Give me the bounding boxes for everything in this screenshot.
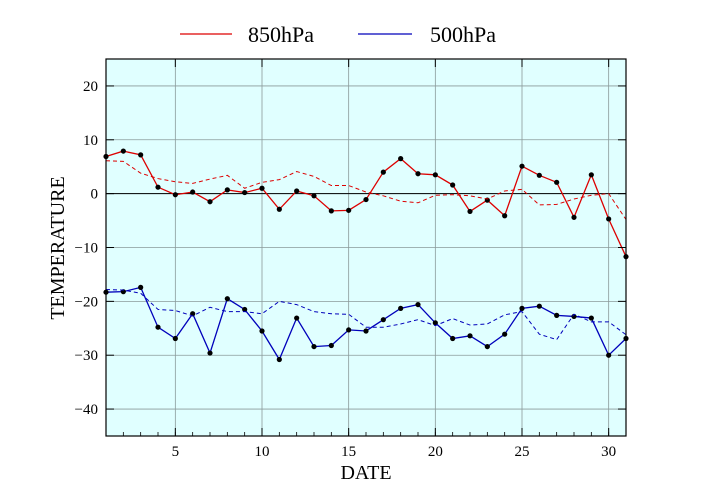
data-point bbox=[432, 320, 438, 326]
data-point bbox=[571, 313, 577, 320]
series-line-1 bbox=[105, 160, 627, 220]
tick-labels: −40 −30 −20 −10 0 10 20 5 10 15 20 25 30 bbox=[75, 79, 617, 460]
data-point bbox=[571, 214, 577, 220]
x-tick-label: 5 bbox=[172, 444, 180, 460]
data-point bbox=[363, 196, 369, 203]
data-point bbox=[536, 172, 542, 178]
data-point bbox=[606, 216, 612, 222]
series-layer bbox=[103, 148, 629, 363]
data-point bbox=[346, 327, 352, 333]
data-point bbox=[502, 213, 508, 219]
data-point bbox=[588, 172, 594, 178]
data-point bbox=[380, 317, 386, 323]
data-point bbox=[328, 208, 334, 214]
data-point bbox=[138, 284, 144, 290]
data-point bbox=[138, 152, 144, 158]
data-point bbox=[294, 315, 300, 321]
data-point bbox=[242, 306, 248, 313]
data-point bbox=[450, 335, 456, 342]
x-axis-title: DATE bbox=[340, 462, 391, 484]
data-point bbox=[415, 301, 421, 308]
y-tick-label: 0 bbox=[91, 187, 99, 203]
data-point bbox=[519, 163, 525, 169]
data-point bbox=[328, 342, 334, 349]
data-point bbox=[554, 179, 560, 185]
data-point bbox=[606, 352, 612, 358]
data-point bbox=[484, 343, 490, 350]
x-tick-label: 15 bbox=[341, 444, 356, 460]
legend-label-500hpa: 500hPa bbox=[430, 22, 496, 47]
data-point bbox=[259, 328, 265, 334]
data-point bbox=[207, 350, 213, 356]
data-point bbox=[120, 148, 126, 154]
data-point bbox=[276, 356, 282, 363]
data-point bbox=[536, 303, 542, 309]
data-point bbox=[242, 189, 248, 196]
data-point bbox=[346, 207, 352, 213]
data-point bbox=[259, 185, 265, 191]
data-point bbox=[224, 187, 230, 193]
data-point bbox=[155, 324, 161, 330]
data-point bbox=[172, 335, 178, 342]
data-point bbox=[432, 172, 438, 178]
data-point bbox=[294, 188, 300, 194]
y-tick-label: −20 bbox=[75, 294, 98, 310]
y-tick-label: −30 bbox=[75, 348, 98, 364]
data-point bbox=[398, 305, 404, 311]
data-point bbox=[155, 184, 161, 190]
data-point bbox=[172, 192, 178, 198]
data-point bbox=[190, 189, 196, 195]
data-point bbox=[311, 343, 317, 350]
y-tick-label: 20 bbox=[83, 79, 98, 95]
data-point bbox=[311, 193, 317, 199]
data-point bbox=[467, 208, 473, 215]
data-point bbox=[207, 199, 213, 205]
y-axis-title: TEMPERATURE bbox=[47, 176, 69, 319]
x-tick-label: 20 bbox=[428, 444, 443, 460]
grid-lines bbox=[106, 59, 626, 436]
data-point bbox=[554, 312, 560, 318]
data-point bbox=[415, 171, 421, 177]
data-point bbox=[588, 315, 594, 321]
y-tick-label: −40 bbox=[75, 402, 98, 418]
legend-label-850hpa: 850hPa bbox=[248, 22, 314, 47]
y-tick-label: 10 bbox=[83, 133, 98, 149]
series-line-3 bbox=[105, 289, 627, 341]
data-point bbox=[380, 169, 386, 175]
data-point bbox=[467, 333, 473, 339]
data-point bbox=[450, 182, 456, 188]
x-tick-label: 10 bbox=[255, 444, 270, 460]
y-tick-label: −10 bbox=[75, 241, 98, 257]
axis-ticks bbox=[105, 59, 627, 436]
data-point bbox=[502, 331, 508, 337]
legend: 850hPa 500hPa bbox=[180, 22, 496, 47]
data-point bbox=[276, 206, 282, 212]
data-point bbox=[519, 305, 525, 311]
x-tick-label: 25 bbox=[515, 444, 530, 460]
data-point bbox=[363, 328, 369, 334]
data-point bbox=[398, 156, 404, 162]
data-point bbox=[224, 296, 230, 302]
x-tick-label: 30 bbox=[601, 444, 616, 460]
